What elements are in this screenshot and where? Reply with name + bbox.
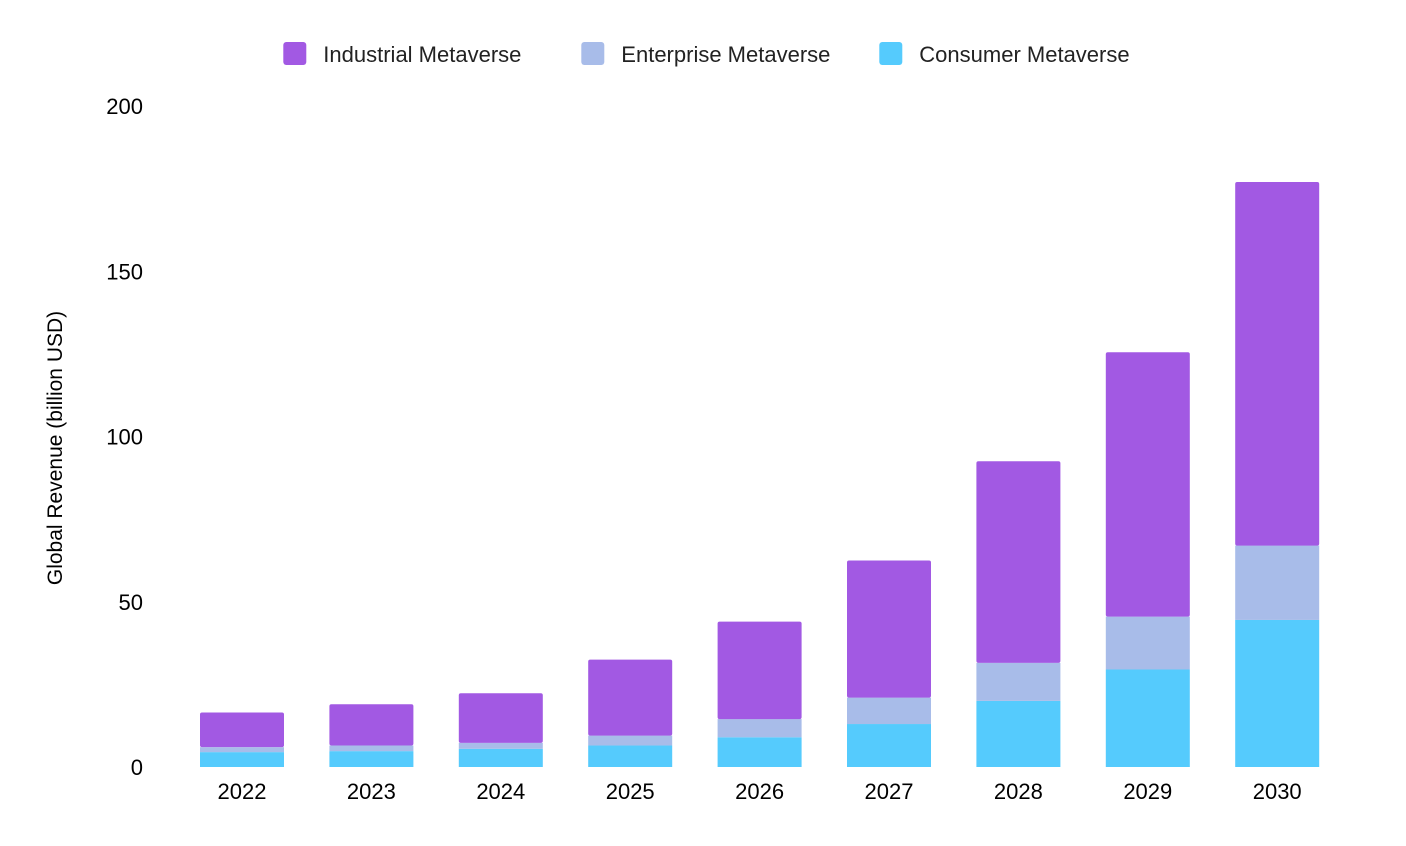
bar-group-2030 [1235,182,1320,767]
bar-segment-consumer-metaverse [717,737,802,767]
x-tick-label: 2026 [735,779,784,804]
x-tick-label: 2023 [347,779,396,804]
bar-group-2025 [588,659,673,767]
bar-segment-enterprise-metaverse [717,719,802,738]
bar-segment-enterprise-metaverse [1235,545,1320,620]
y-tick-label: 100 [106,425,143,450]
legend-item-industrial-metaverse: Industrial Metaverse [283,42,521,67]
bar-segment-enterprise-metaverse [976,662,1061,701]
bar-group-2027 [847,560,931,767]
x-tick-label: 2024 [476,779,525,804]
legend-swatch [879,42,903,65]
y-tick-label: 200 [106,94,143,119]
bar-segment-industrial-metaverse [458,693,543,743]
bar-group-2026 [717,621,802,767]
x-tick-label: 2030 [1253,779,1302,804]
bar-segment-consumer-metaverse [458,748,543,767]
y-axis-title: Global Revenue (billion USD) [44,311,67,585]
x-tick-label: 2029 [1123,779,1172,804]
bar-group-2023 [329,704,414,767]
bar-segment-industrial-metaverse [329,704,414,746]
y-tick-label: 50 [119,590,143,615]
bar-segment-industrial-metaverse [1105,352,1190,617]
legend-swatch [581,42,605,65]
bar-segment-consumer-metaverse [847,724,931,767]
bar-segment-enterprise-metaverse [329,745,414,752]
legend-label: Industrial Metaverse [323,42,521,67]
bar-segment-enterprise-metaverse [1105,616,1190,670]
x-axis: 2022 2023 2024 2025 2026 2027 2028 2029 2030 [218,779,1302,804]
y-tick-label: 0 [131,755,143,780]
x-tick-label: 2027 [865,779,914,804]
bar-segment-consumer-metaverse [588,745,673,767]
bar-group-2029 [1105,352,1190,767]
bar-segment-industrial-metaverse [200,712,284,748]
bar-segment-industrial-metaverse [588,659,673,736]
bar-group-2022 [200,712,284,767]
bar-group-2028 [976,461,1061,767]
legend-swatch [283,42,307,65]
bars [200,182,1320,767]
bar-segment-consumer-metaverse [1235,619,1320,767]
bar-segment-consumer-metaverse [200,752,284,767]
bar-segment-consumer-metaverse [976,700,1061,767]
bar-segment-enterprise-metaverse [847,697,931,725]
bar-group-2024 [458,693,543,767]
bar-segment-enterprise-metaverse [200,747,284,753]
y-tick-label: 150 [106,259,143,284]
legend-item-enterprise-metaverse: Enterprise Metaverse [581,42,830,67]
bar-segment-consumer-metaverse [329,751,414,767]
legend-label: Consumer Metaverse [919,42,1129,67]
legend-item-consumer-metaverse: Consumer Metaverse [879,42,1130,67]
legend: Industrial Metaverse Enterprise Metaverse… [283,42,1130,67]
x-tick-label: 2022 [218,779,267,804]
legend-label: Enterprise Metaverse [621,42,830,67]
bar-segment-industrial-metaverse [976,461,1061,663]
x-tick-label: 2028 [994,779,1043,804]
bar-segment-industrial-metaverse [717,621,802,720]
bar-segment-consumer-metaverse [1105,669,1190,767]
y-axis: 0 50 100 150 200 [106,94,143,780]
bar-segment-enterprise-metaverse [588,735,673,746]
bar-segment-industrial-metaverse [847,560,931,698]
bar-segment-enterprise-metaverse [458,742,543,749]
bar-segment-industrial-metaverse [1235,182,1320,546]
x-tick-label: 2025 [606,779,655,804]
